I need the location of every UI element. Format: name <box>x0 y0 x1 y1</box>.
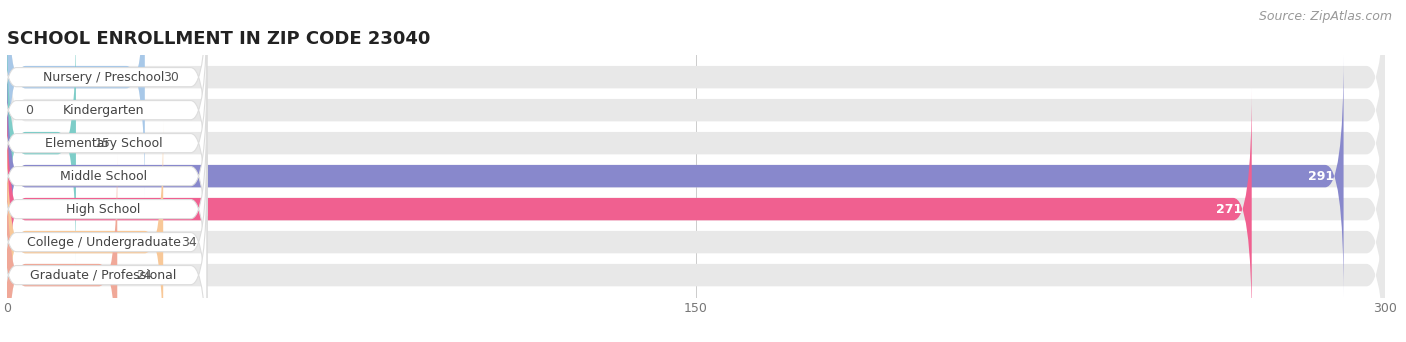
FancyBboxPatch shape <box>7 55 1344 297</box>
Text: 34: 34 <box>181 236 197 249</box>
FancyBboxPatch shape <box>7 22 76 264</box>
Text: 30: 30 <box>163 71 179 84</box>
FancyBboxPatch shape <box>0 4 207 216</box>
Text: 0: 0 <box>25 104 34 117</box>
Text: Graduate / Professional: Graduate / Professional <box>31 268 177 281</box>
Text: Elementary School: Elementary School <box>45 137 162 150</box>
Text: 15: 15 <box>94 137 110 150</box>
FancyBboxPatch shape <box>7 0 1385 231</box>
FancyBboxPatch shape <box>7 0 145 198</box>
FancyBboxPatch shape <box>7 0 1385 198</box>
FancyBboxPatch shape <box>7 121 163 342</box>
FancyBboxPatch shape <box>7 88 1385 330</box>
FancyBboxPatch shape <box>0 169 207 342</box>
Text: 291: 291 <box>1308 170 1334 183</box>
FancyBboxPatch shape <box>0 0 207 183</box>
FancyBboxPatch shape <box>7 154 117 342</box>
Text: Middle School: Middle School <box>60 170 148 183</box>
FancyBboxPatch shape <box>0 103 207 315</box>
FancyBboxPatch shape <box>7 22 1385 264</box>
Text: 24: 24 <box>135 268 152 281</box>
FancyBboxPatch shape <box>7 88 1251 330</box>
FancyBboxPatch shape <box>7 154 1385 342</box>
FancyBboxPatch shape <box>0 70 207 282</box>
FancyBboxPatch shape <box>0 37 207 249</box>
Text: Kindergarten: Kindergarten <box>63 104 145 117</box>
Text: High School: High School <box>66 202 141 215</box>
Text: Source: ZipAtlas.com: Source: ZipAtlas.com <box>1258 10 1392 23</box>
FancyBboxPatch shape <box>0 136 207 342</box>
Text: College / Undergraduate: College / Undergraduate <box>27 236 180 249</box>
Text: Nursery / Preschool: Nursery / Preschool <box>42 71 165 84</box>
Text: SCHOOL ENROLLMENT IN ZIP CODE 23040: SCHOOL ENROLLMENT IN ZIP CODE 23040 <box>7 30 430 48</box>
FancyBboxPatch shape <box>7 121 1385 342</box>
FancyBboxPatch shape <box>7 55 1385 297</box>
Text: 271: 271 <box>1216 202 1243 215</box>
